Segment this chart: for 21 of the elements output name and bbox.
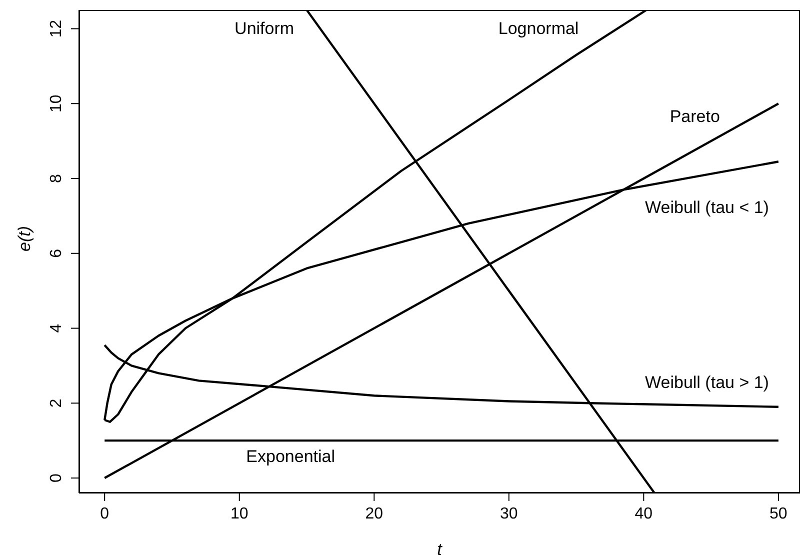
y-tick-label: 4 — [48, 324, 65, 333]
y-tick-label: 2 — [48, 398, 65, 408]
x-tick-label: 0 — [100, 505, 110, 522]
x-tick-label: 50 — [770, 505, 788, 522]
series-label: Exponential — [246, 447, 335, 468]
series-label: Weibull (tau < 1) — [645, 198, 769, 218]
y-axis-title: e(t) — [15, 226, 34, 252]
y-tick-label: 8 — [48, 174, 65, 183]
x-tick-label: 40 — [634, 505, 653, 522]
series-label: Weibull (tau > 1) — [645, 372, 769, 393]
series-label: Lognormal — [498, 18, 579, 39]
x-tick-label: 30 — [500, 505, 518, 522]
y-tick-label: 10 — [48, 94, 65, 113]
y-tick-label: 0 — [48, 473, 65, 482]
x-tick-label: 10 — [230, 505, 248, 522]
x-tick-label: 20 — [365, 505, 384, 522]
y-tick-label: 12 — [48, 20, 65, 38]
x-axis-title: t — [437, 540, 444, 555]
y-tick-label: 6 — [48, 248, 65, 258]
series-label: Uniform — [234, 18, 294, 39]
series-label: Pareto — [670, 106, 720, 127]
